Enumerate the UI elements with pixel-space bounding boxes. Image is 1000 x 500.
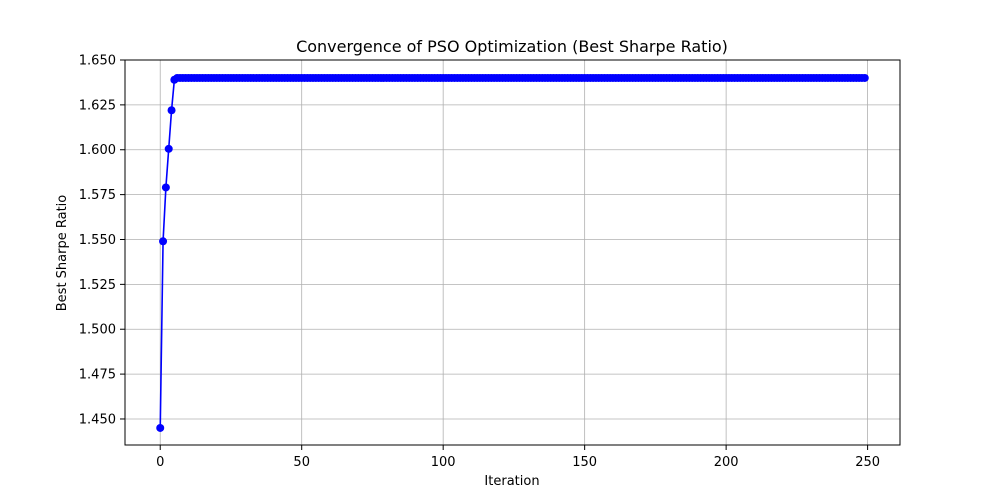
y-tick-label: 1.525 <box>79 278 116 293</box>
y-tick-label: 1.650 <box>79 54 116 69</box>
chart-title: Convergence of PSO Optimization (Best Sh… <box>296 37 728 56</box>
x-axis-label: Iteration <box>484 474 539 489</box>
y-tick-label: 1.450 <box>79 412 116 427</box>
data-point <box>164 144 173 153</box>
x-tick-label: 100 <box>431 455 456 470</box>
y-axis-ticks: 1.450 1.475 1.500 1.525 1.550 1.575 1.600 1.625… <box>79 54 125 427</box>
data-point <box>161 183 170 192</box>
y-tick-label: 1.625 <box>79 98 116 113</box>
x-tick-label: 200 <box>714 455 739 470</box>
y-tick-label: 1.575 <box>79 188 116 203</box>
y-tick-label: 1.550 <box>79 233 116 248</box>
data-point <box>156 423 165 432</box>
data-point <box>159 237 168 246</box>
series-layer <box>156 73 869 432</box>
y-tick-label: 1.500 <box>79 323 116 338</box>
data-point <box>167 106 176 115</box>
x-tick-label: 50 <box>293 455 310 470</box>
x-axis-ticks: 0 50 100 150 200 250 <box>156 445 880 470</box>
x-tick-label: 250 <box>855 455 880 470</box>
y-axis-label: Best Sharpe Ratio <box>55 195 70 312</box>
y-tick-label: 1.600 <box>79 143 116 158</box>
y-tick-label: 1.475 <box>79 368 116 383</box>
x-tick-label: 0 <box>156 455 164 470</box>
plot-area-frame <box>124 59 901 446</box>
x-tick-label: 150 <box>572 455 597 470</box>
data-point <box>860 73 869 82</box>
